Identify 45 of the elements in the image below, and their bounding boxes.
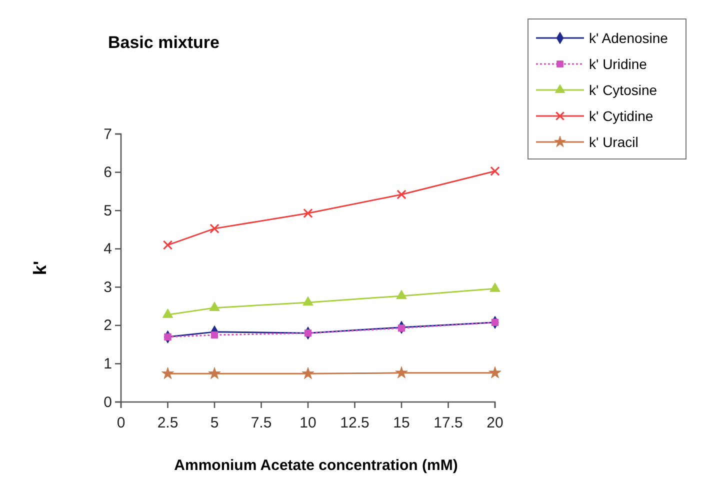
point — [396, 190, 406, 200]
chart-title: Basic mixture — [108, 33, 220, 52]
x-tick-label: 5 — [210, 414, 219, 432]
legend-label: k' Uridine — [589, 56, 648, 72]
x-tick-label: 2.5 — [157, 414, 178, 432]
legend-label: k' Adenosine — [589, 30, 668, 46]
point — [490, 282, 500, 292]
y-tick-label: 4 — [104, 240, 112, 258]
point — [210, 224, 220, 234]
y-tick-label: 6 — [104, 164, 112, 182]
x-tick-label: 10 — [300, 414, 316, 432]
y-tick-label: 3 — [104, 278, 112, 296]
x-tick-label: 12.5 — [340, 414, 370, 432]
point — [209, 302, 220, 312]
point — [164, 333, 172, 341]
legend-label: k' Cytidine — [589, 108, 654, 124]
point — [302, 296, 314, 306]
y-axis-title: k' — [30, 260, 50, 276]
point — [162, 240, 173, 250]
point — [210, 331, 218, 339]
point — [398, 324, 406, 332]
point — [208, 367, 221, 380]
x-axis-title: Ammonium Acetate concentration (mM) — [174, 457, 458, 474]
point — [304, 329, 312, 337]
x-tick-label: 15 — [393, 414, 410, 432]
point — [162, 308, 174, 318]
point — [303, 208, 313, 218]
y-tick-label: 0 — [104, 394, 112, 411]
y-tick-label: 2 — [104, 317, 112, 334]
y-tick-label: 5 — [104, 202, 112, 220]
point — [491, 318, 499, 326]
point — [302, 367, 314, 380]
x-tick-label: 17.5 — [434, 414, 463, 432]
point — [395, 366, 408, 378]
point — [488, 366, 502, 378]
y-tick-label: 7 — [104, 126, 112, 143]
legend-label: k' Cytosine — [589, 82, 658, 98]
point — [161, 367, 174, 380]
point — [490, 166, 500, 176]
legend-label: k' Uracil — [589, 134, 638, 150]
x-tick-label: 20 — [486, 414, 504, 432]
x-tick-label: 0 — [116, 414, 126, 432]
x-tick-label: 7.5 — [250, 414, 272, 432]
y-tick-label: 1 — [104, 356, 112, 373]
point — [396, 290, 407, 300]
